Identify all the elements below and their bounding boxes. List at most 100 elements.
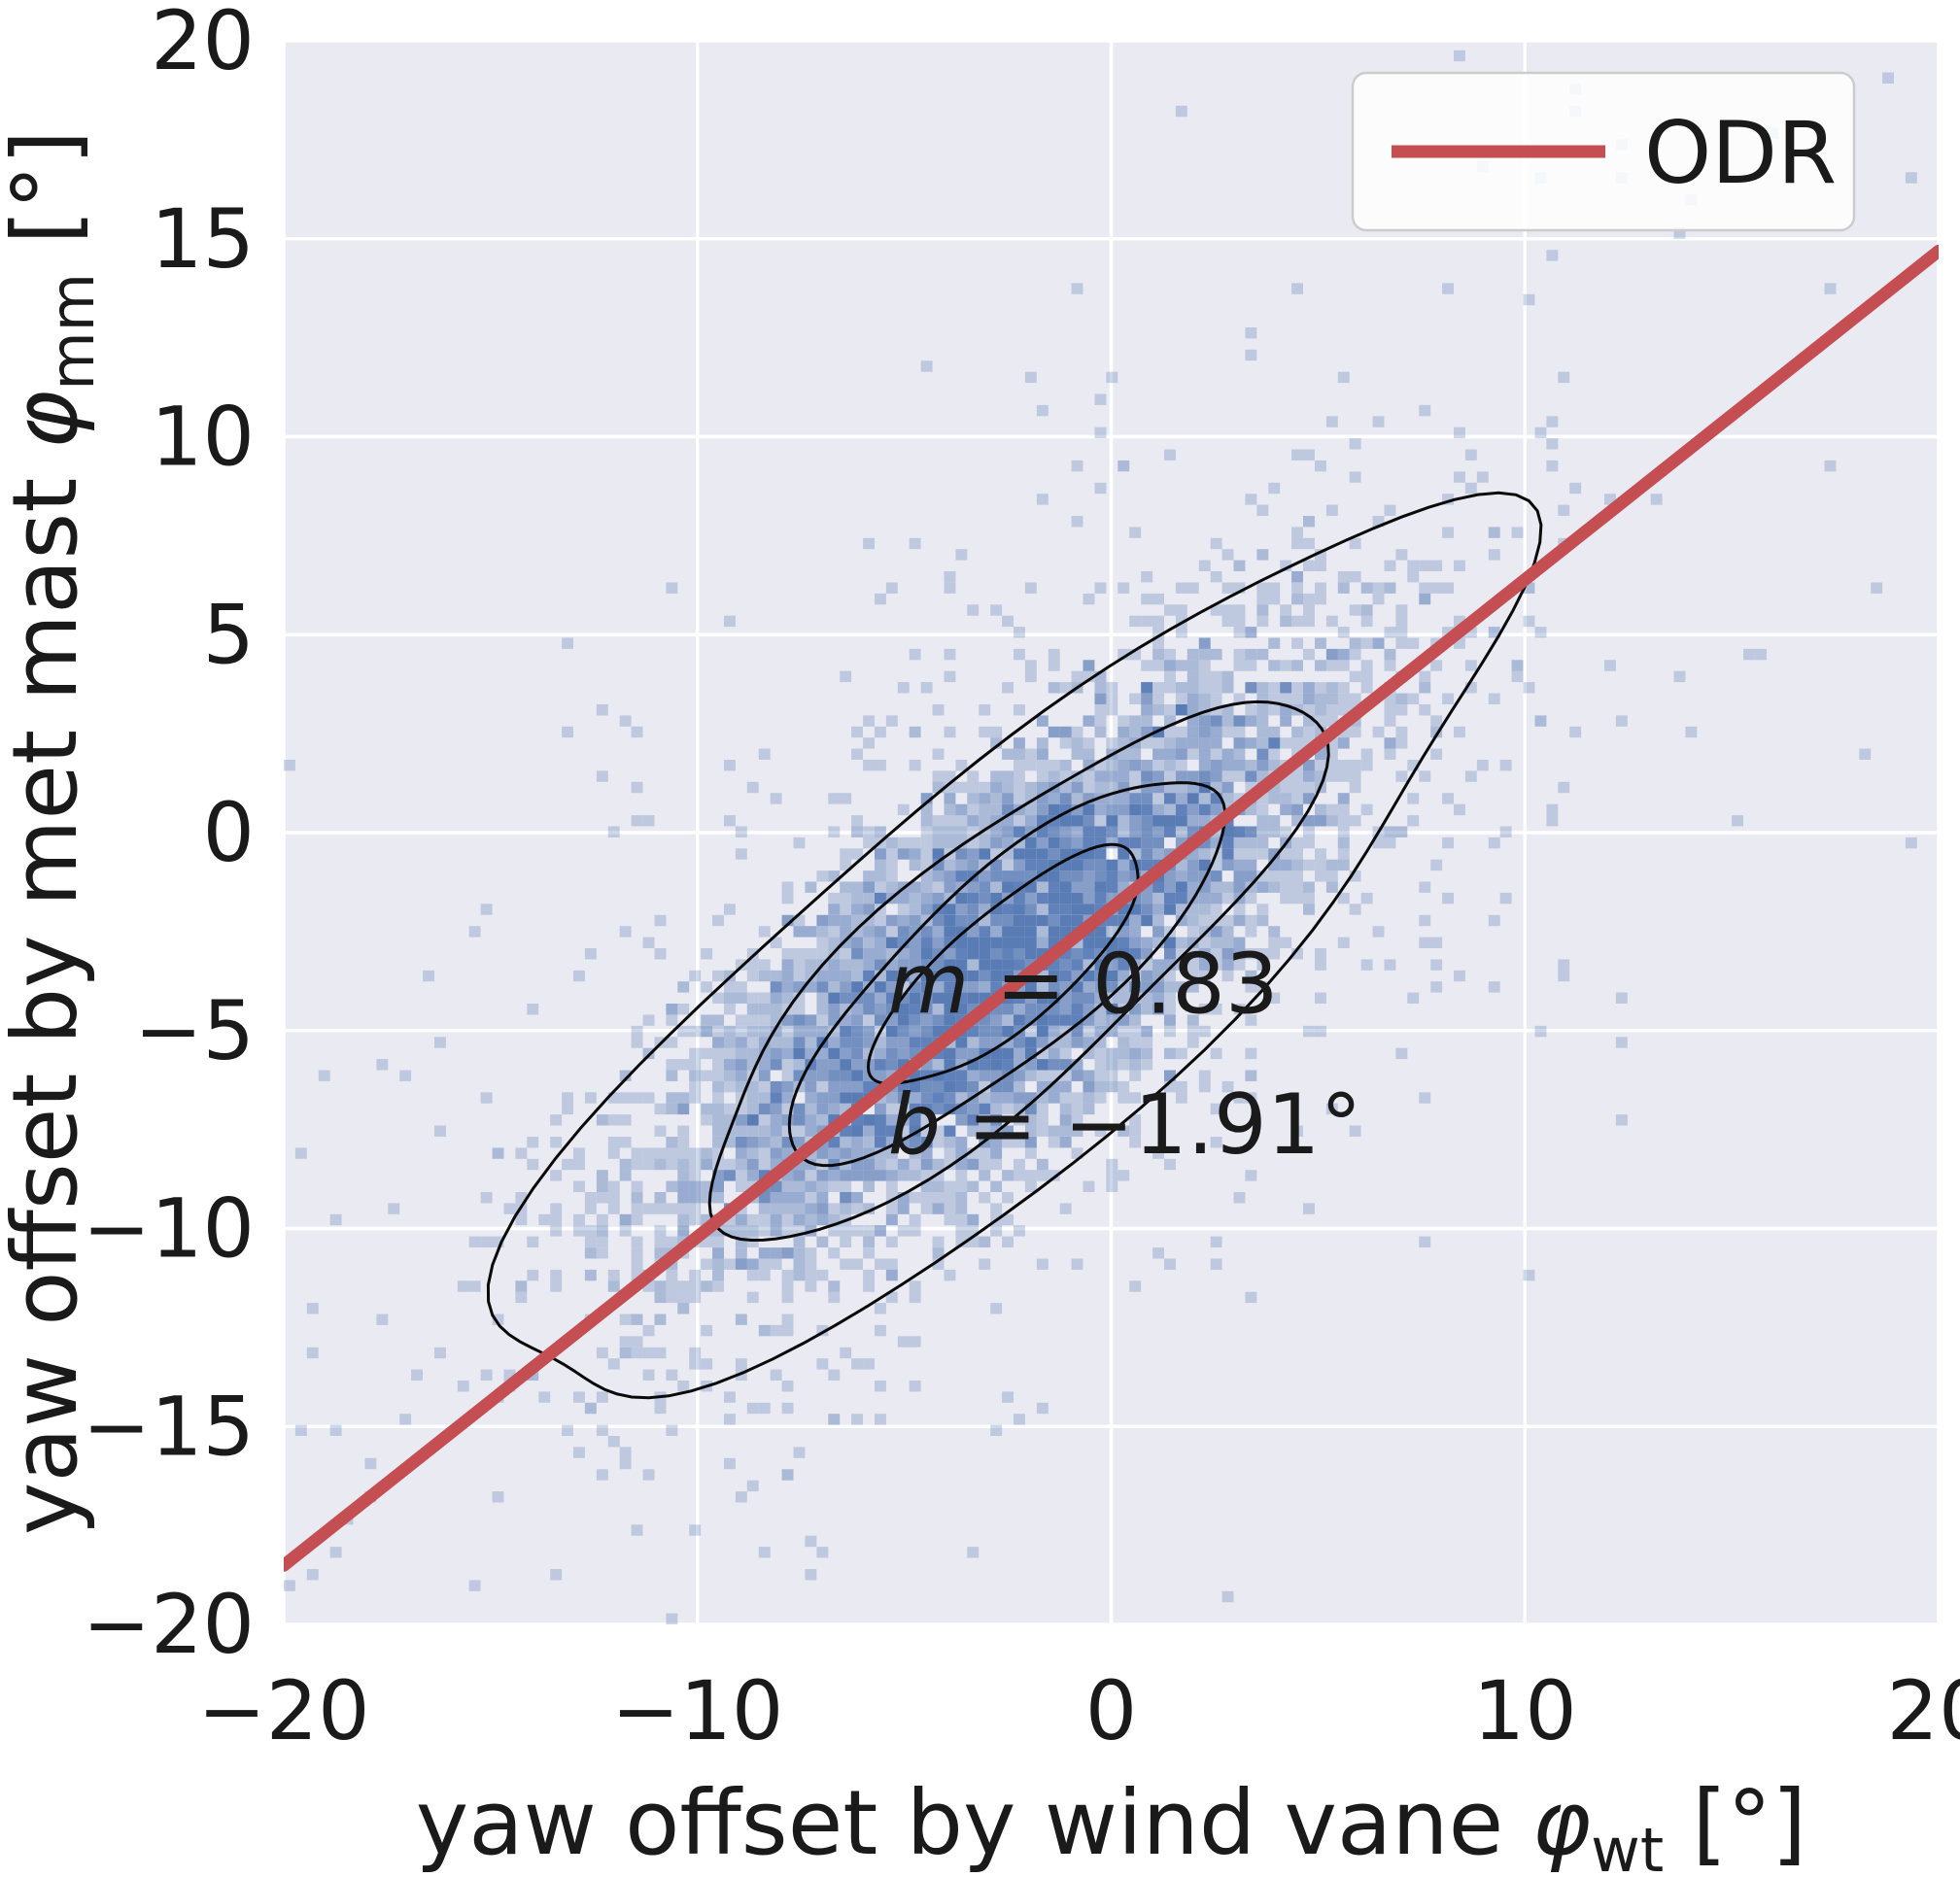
density-cell bbox=[1233, 859, 1246, 871]
density-cell bbox=[1315, 560, 1326, 571]
density-cell bbox=[457, 1280, 469, 1292]
density-cell bbox=[828, 1014, 841, 1026]
density-cell bbox=[689, 1070, 702, 1081]
density-cell bbox=[1083, 1103, 1095, 1115]
density-cell bbox=[897, 1170, 910, 1181]
density-cell bbox=[1407, 793, 1420, 804]
density-cell bbox=[875, 1137, 886, 1148]
density-cell bbox=[1384, 582, 1396, 594]
density-cell bbox=[1152, 1004, 1164, 1015]
density-cell bbox=[1141, 571, 1153, 583]
density-cell bbox=[1419, 881, 1431, 893]
density-cell bbox=[1024, 1125, 1037, 1137]
density-cell bbox=[1036, 914, 1049, 927]
density-cell bbox=[1071, 748, 1083, 760]
density-cell bbox=[1164, 1258, 1176, 1270]
density-cell bbox=[781, 1047, 794, 1060]
density-cell bbox=[619, 1092, 632, 1104]
density-cell bbox=[1291, 582, 1303, 594]
density-cell bbox=[909, 892, 921, 904]
density-cell bbox=[1198, 748, 1211, 760]
density-cell bbox=[1152, 836, 1164, 849]
density-cell bbox=[828, 926, 841, 938]
density-cell bbox=[642, 1347, 655, 1359]
density-cell bbox=[840, 1170, 852, 1181]
density-cell bbox=[758, 1092, 771, 1104]
density-cell bbox=[967, 948, 980, 960]
density-cell bbox=[1152, 803, 1164, 816]
density-cell bbox=[805, 1037, 817, 1048]
density-cell bbox=[1141, 1047, 1153, 1060]
density-cell bbox=[1024, 660, 1037, 671]
density-cell bbox=[1268, 848, 1281, 860]
density-cell bbox=[607, 1147, 620, 1159]
density-cell bbox=[885, 848, 898, 860]
density-cell bbox=[1337, 571, 1350, 583]
density-cell bbox=[1152, 937, 1164, 948]
density-cell bbox=[816, 1025, 829, 1038]
density-cell bbox=[1129, 815, 1142, 827]
density-cell bbox=[885, 926, 898, 938]
density-cell bbox=[920, 826, 933, 837]
density-cell bbox=[1280, 793, 1292, 804]
density-cell bbox=[920, 1170, 933, 1181]
density-cell bbox=[1210, 904, 1222, 915]
density-cell bbox=[1024, 981, 1037, 993]
density-cell bbox=[1210, 836, 1222, 849]
density-cell bbox=[1141, 914, 1153, 927]
density-cell bbox=[1186, 693, 1199, 704]
density-cell bbox=[1198, 803, 1211, 816]
density-cell bbox=[1198, 959, 1211, 971]
density-cell bbox=[1083, 1070, 1095, 1081]
density-cell bbox=[712, 1047, 724, 1060]
density-cell bbox=[631, 1247, 643, 1259]
density-cell bbox=[1430, 981, 1443, 993]
density-cell bbox=[863, 715, 875, 727]
density-cell bbox=[1360, 803, 1373, 816]
density-cell bbox=[758, 1047, 771, 1060]
density-cell bbox=[631, 1025, 643, 1038]
density-cell bbox=[770, 1103, 782, 1115]
density-cell bbox=[468, 1280, 481, 1292]
density-cell bbox=[1395, 604, 1408, 616]
y-tick-label: 20 bbox=[151, 0, 255, 88]
density-cell bbox=[885, 1125, 898, 1137]
density-cell bbox=[1256, 593, 1269, 605]
density-cell bbox=[909, 848, 921, 860]
density-cell bbox=[1280, 615, 1292, 628]
density-cell bbox=[1059, 1125, 1072, 1137]
density-cell bbox=[816, 1236, 829, 1247]
density-cell bbox=[724, 615, 736, 628]
density-cell bbox=[1349, 670, 1361, 683]
density-cell bbox=[1442, 627, 1454, 638]
density-cell bbox=[1014, 870, 1025, 882]
density-cell bbox=[1221, 959, 1234, 971]
density-cell bbox=[1118, 904, 1130, 915]
density-cell bbox=[1245, 914, 1257, 927]
density-cell bbox=[631, 1180, 643, 1192]
density-cell bbox=[1395, 549, 1408, 561]
density-cell bbox=[1002, 1213, 1014, 1226]
density-cell bbox=[979, 914, 991, 927]
density-cell bbox=[1014, 648, 1025, 661]
density-cell bbox=[1106, 1180, 1118, 1192]
density-cell bbox=[1141, 826, 1153, 837]
density-cell bbox=[909, 1014, 921, 1026]
density-cell bbox=[1106, 760, 1118, 771]
density-cell bbox=[1141, 836, 1153, 849]
density-cell bbox=[1245, 826, 1257, 837]
density-cell bbox=[1315, 815, 1326, 827]
density-cell bbox=[781, 1180, 794, 1192]
density-cell bbox=[1014, 881, 1025, 893]
density-cell bbox=[1083, 881, 1095, 893]
density-cell bbox=[793, 1225, 806, 1237]
density-cell bbox=[909, 1103, 921, 1115]
density-cell bbox=[1245, 1047, 1257, 1060]
density-cell bbox=[863, 892, 875, 904]
density-cell bbox=[967, 1080, 980, 1093]
density-cell bbox=[1048, 959, 1060, 971]
density-cell bbox=[1164, 1047, 1176, 1060]
density-cell bbox=[1268, 737, 1281, 749]
density-cell bbox=[1094, 803, 1107, 816]
